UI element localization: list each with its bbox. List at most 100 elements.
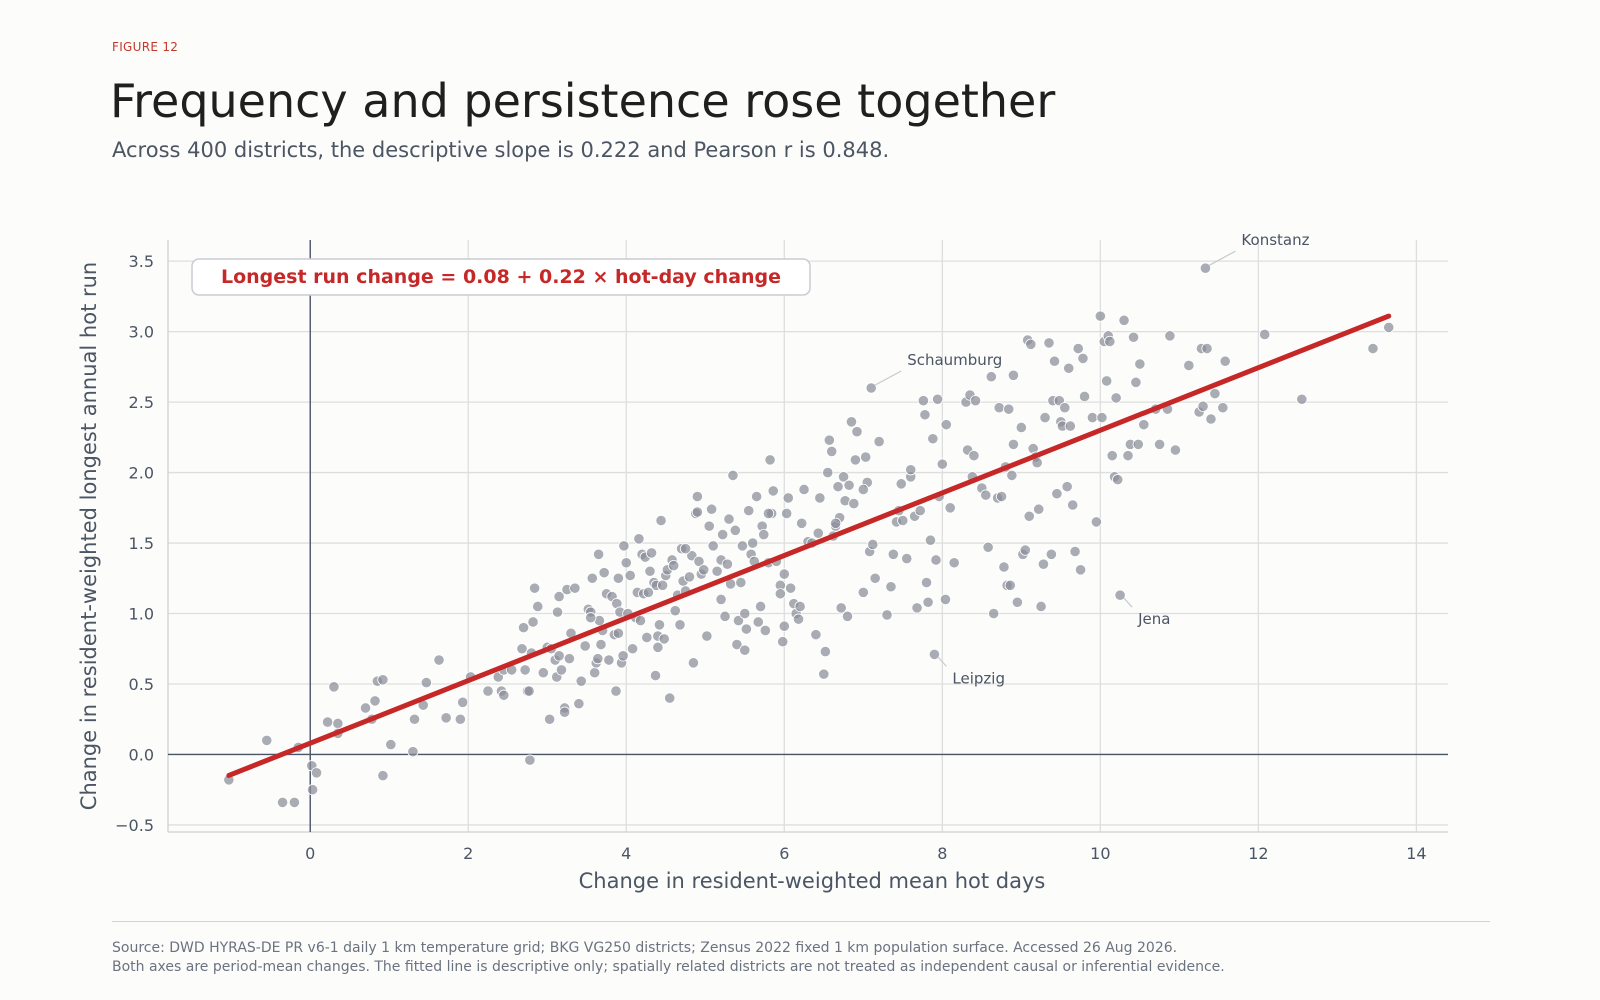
scatter-point <box>669 605 681 617</box>
scatter-point <box>310 767 323 779</box>
scatter-point <box>1112 474 1124 486</box>
scatter-point <box>845 416 858 428</box>
scatter-point <box>752 616 764 628</box>
scatter-point <box>814 492 826 504</box>
scatter-point <box>687 657 700 669</box>
scatter-point <box>1086 411 1099 424</box>
scatter-point <box>982 541 994 553</box>
scatter-point <box>939 593 952 606</box>
scatter-point <box>1106 450 1118 462</box>
scatter-point <box>968 450 980 462</box>
scatter-point <box>993 402 1005 414</box>
scatter-point <box>914 505 926 517</box>
scatter-point <box>306 784 319 796</box>
y-tick-label: 0.5 <box>129 675 154 694</box>
scatter-point <box>559 706 571 718</box>
scatter-point <box>1074 564 1087 576</box>
scatter-point <box>1169 444 1182 456</box>
scatter-point <box>658 633 670 645</box>
scatter-point <box>618 540 630 552</box>
scatter-point <box>735 576 747 589</box>
scatter-point <box>1090 516 1102 528</box>
scatter-point <box>440 712 452 724</box>
scatter-point <box>579 640 591 652</box>
scatter-point <box>586 572 598 584</box>
y-tick-label: 2.5 <box>129 393 154 412</box>
data-points <box>223 262 1395 809</box>
y-tick-label: 3.0 <box>129 323 154 342</box>
annotation-label: Jena <box>1137 610 1170 628</box>
equation-box <box>191 258 811 296</box>
scatter-point <box>1033 503 1045 515</box>
scatter-point <box>885 581 897 593</box>
scatter-point <box>1004 579 1016 591</box>
scatter-point <box>634 614 647 627</box>
scatter-point <box>641 631 653 644</box>
scatter-point <box>835 602 847 614</box>
scatter-point <box>1078 390 1091 403</box>
scatter-point <box>703 520 715 532</box>
scatter-point <box>731 638 743 651</box>
annotations: Konstanz Schaumburg Jena Leipzig <box>874 231 1310 687</box>
scatter-point <box>1061 481 1073 493</box>
y-tick-label: 1.0 <box>129 605 154 624</box>
x-tick-label: 12 <box>1248 844 1268 863</box>
scatter-point <box>1077 352 1089 364</box>
scatter-point <box>420 676 432 689</box>
scatter-point <box>454 713 466 725</box>
scatter-point <box>498 689 510 701</box>
scatter-point <box>612 627 624 639</box>
x-tick-label: 6 <box>779 844 789 863</box>
scatter-point <box>881 609 893 621</box>
scatter-point <box>1367 342 1379 355</box>
scatter-point <box>1007 369 1020 381</box>
scatter-point <box>794 600 806 613</box>
scatter-point <box>519 664 531 676</box>
chart-title: Frequency and persistence rose together <box>110 74 1056 128</box>
scatter-point <box>626 643 639 655</box>
scatter-point <box>617 650 629 662</box>
scatter-point <box>727 469 739 481</box>
footer-note: Both axes are period-mean changes. The f… <box>112 959 1225 975</box>
scatter-point <box>723 513 735 525</box>
scatter-point <box>698 564 710 576</box>
scatter-point <box>865 382 877 394</box>
scatter-point <box>931 393 944 405</box>
scatter-point <box>717 528 729 541</box>
scatter-point <box>928 648 941 661</box>
scatter-point <box>529 582 541 594</box>
scatter-point <box>1296 393 1308 405</box>
scatter-point <box>288 796 301 809</box>
scatter-point <box>778 620 790 632</box>
y-axis-title: Change in resident-weighted longest annu… <box>77 262 101 810</box>
scatter-point <box>857 483 869 496</box>
scatter-point <box>532 600 544 613</box>
scatter-point <box>895 478 907 490</box>
x-axis-title: Change in resident-weighted mean hot day… <box>579 869 1046 893</box>
scatter-point <box>873 435 885 448</box>
scatter-point <box>668 559 680 572</box>
y-tick-label: 0.0 <box>129 745 154 764</box>
annotation-label: Schaumburg <box>907 351 1002 369</box>
scatter-point <box>721 558 734 570</box>
scatter-point <box>887 548 899 560</box>
scatter-point <box>612 572 624 584</box>
scatter-point <box>1101 375 1113 387</box>
scatter-point <box>849 454 862 466</box>
scatter-point <box>1063 362 1075 374</box>
scatter-point <box>595 638 607 651</box>
scatter-point <box>995 490 1008 503</box>
y-tick-label: 1.5 <box>129 534 154 553</box>
scatter-point <box>1048 355 1061 367</box>
scatter-point <box>747 537 759 549</box>
annotation-leader <box>1209 250 1236 266</box>
scatter-point <box>841 610 854 622</box>
scatter-point <box>857 586 869 598</box>
y-tick-label: 2.0 <box>129 464 154 483</box>
scatter-point <box>1039 411 1051 424</box>
scatter-point <box>782 492 794 504</box>
scatter-point <box>679 543 692 555</box>
scatter-point <box>332 717 344 730</box>
x-tick-label: 2 <box>463 844 473 863</box>
scatter-point <box>553 650 565 662</box>
